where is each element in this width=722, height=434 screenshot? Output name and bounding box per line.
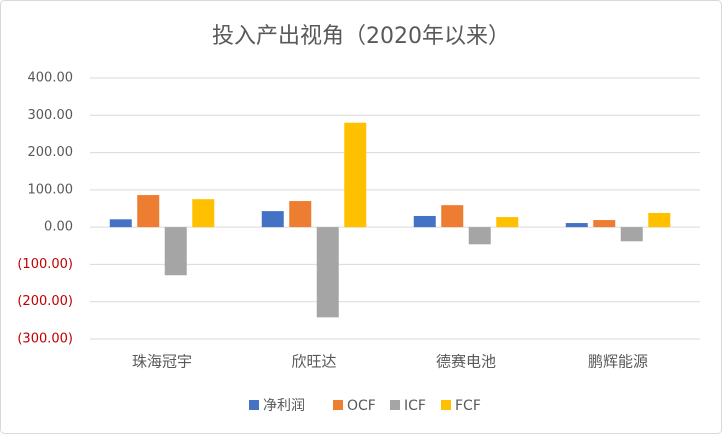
y-tick-label: 200.00 [28, 145, 74, 160]
x-tick-label: 珠海冠宇 [132, 353, 192, 371]
bar [413, 215, 436, 228]
y-tick-label: 300.00 [28, 108, 74, 123]
legend-label: FCF [455, 398, 481, 414]
legend-label: OCF [347, 398, 376, 414]
bar [344, 122, 367, 228]
bar [289, 201, 312, 228]
legend-swatch [390, 400, 400, 410]
bar [648, 212, 671, 228]
bar [109, 219, 132, 228]
bar [192, 199, 215, 228]
legend-label: ICF [404, 398, 426, 414]
y-tick-label: (200.00) [17, 294, 73, 309]
x-tick-label: 德赛电池 [436, 353, 496, 371]
y-tick-label: 100.00 [28, 182, 74, 197]
x-tick-label: 鹏辉能源 [588, 353, 648, 371]
x-tick-label: 欣旺达 [291, 353, 336, 371]
y-tick-label: (100.00) [17, 257, 73, 272]
legend-swatch [333, 400, 343, 410]
bar [316, 227, 339, 318]
bar [441, 205, 464, 228]
bar [565, 223, 588, 228]
legend-swatch [441, 400, 451, 410]
legend-label: 净利润 [263, 398, 305, 414]
bar [137, 195, 160, 228]
bar [468, 227, 491, 245]
bar [593, 220, 616, 228]
y-tick-label: 0.00 [44, 220, 73, 235]
bar [164, 227, 187, 276]
legend-swatch [249, 400, 259, 410]
bar [261, 211, 284, 228]
y-tick-label: 400.00 [28, 71, 74, 86]
bar [496, 217, 519, 228]
chart-title: 投入产出视角（2020年以来） [212, 24, 510, 49]
bar [620, 227, 643, 242]
y-tick-label: (300.00) [17, 332, 73, 347]
